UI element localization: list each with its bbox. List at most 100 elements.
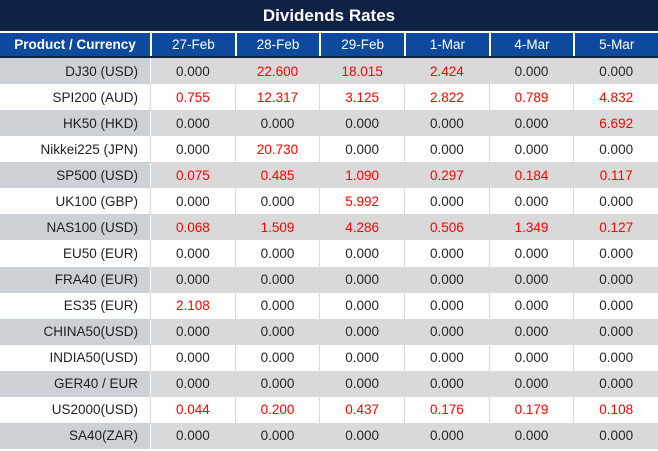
value-cell: 0.000: [234, 188, 320, 215]
table-body: DJ30 (USD) 0.000 22.600 18.015 2.424 0.000 0.0…: [0, 58, 658, 449]
value-cell: 0.000: [573, 370, 658, 397]
value-cell: 0.000: [234, 240, 320, 267]
value-cell: 0.437: [319, 396, 405, 423]
value-cell: 0.200: [234, 396, 320, 423]
product-cell: INDIA50(USD): [0, 344, 150, 371]
value-cell: 0.000: [234, 266, 320, 293]
value-cell: 0.000: [319, 344, 405, 371]
product-cell: DJ30 (USD): [0, 58, 150, 85]
product-cell: Nikkei225 (JPN): [0, 136, 150, 163]
value-cell: 0.000: [488, 58, 574, 85]
table-row: UK100 (GBP) 0.000 0.000 5.992 0.000 0.000 0.00…: [0, 188, 658, 215]
value-cell: 0.000: [404, 318, 489, 345]
value-cell: 0.000: [234, 422, 320, 449]
value-cell: 2.424: [404, 58, 489, 85]
value-cell: 0.000: [573, 136, 658, 163]
value-cell: 0.789: [488, 84, 574, 111]
value-cell: 0.000: [150, 344, 235, 371]
value-cell: 1.509: [234, 214, 320, 241]
value-cell: 0.000: [404, 266, 489, 293]
value-cell: 1.349: [488, 214, 574, 241]
value-cell: 0.000: [488, 422, 574, 449]
product-cell: SP500 (USD): [0, 162, 150, 189]
column-header-date: 28-Feb: [234, 33, 320, 56]
table-header-row: Product / Currency 27-Feb 28-Feb 29-Feb 1-M…: [0, 33, 658, 58]
column-header-date: 4-Mar: [488, 33, 574, 56]
value-cell: 0.075: [150, 162, 235, 189]
product-cell: SPI200 (AUD): [0, 84, 150, 111]
table-row: CHINA50(USD) 0.000 0.000 0.000 0.000 0.000 0.0…: [0, 318, 658, 345]
value-cell: 0.068: [150, 214, 235, 241]
value-cell: 0.000: [573, 188, 658, 215]
value-cell: 0.000: [234, 292, 320, 319]
product-cell: HK50 (HKD): [0, 110, 150, 137]
value-cell: 0.000: [319, 266, 405, 293]
value-cell: 0.000: [150, 58, 235, 85]
value-cell: 0.000: [150, 136, 235, 163]
value-cell: 12.317: [234, 84, 320, 111]
value-cell: 3.125: [319, 84, 405, 111]
value-cell: 0.000: [573, 318, 658, 345]
table-row: SPI200 (AUD) 0.755 12.317 3.125 2.822 0.789 4.…: [0, 84, 658, 111]
column-header-product: Product / Currency: [14, 37, 136, 52]
value-cell: 0.000: [150, 370, 235, 397]
value-cell: 0.000: [404, 188, 489, 215]
value-cell: 0.000: [404, 344, 489, 371]
value-cell: 0.000: [404, 422, 489, 449]
value-cell: 0.000: [404, 370, 489, 397]
value-cell: 0.000: [319, 370, 405, 397]
table-row: ES35 (EUR) 2.108 0.000 0.000 0.000 0.000 0.000: [0, 292, 658, 319]
table-row: NAS100 (USD) 0.068 1.509 4.286 0.506 1.349 0.1…: [0, 214, 658, 241]
value-cell: 20.730: [234, 136, 320, 163]
value-cell: 0.000: [150, 188, 235, 215]
column-header-date: 27-Feb: [150, 33, 235, 56]
value-cell: 0.000: [150, 266, 235, 293]
value-cell: 0.000: [488, 370, 574, 397]
value-cell: 0.000: [404, 110, 489, 137]
column-header-date: 5-Mar: [573, 33, 658, 56]
table-row: EU50 (EUR) 0.000 0.000 0.000 0.000 0.000 0.000: [0, 240, 658, 267]
value-cell: 0.000: [319, 136, 405, 163]
table-row: US2000(USD) 0.044 0.200 0.437 0.176 0.179 0.10…: [0, 396, 658, 423]
value-cell: 0.755: [150, 84, 235, 111]
value-cell: 0.176: [404, 396, 489, 423]
value-cell: 0.000: [234, 370, 320, 397]
table-row: GER40 / EUR 0.000 0.000 0.000 0.000 0.000 0.00…: [0, 370, 658, 397]
value-cell: 0.000: [573, 58, 658, 85]
product-cell: FRA40 (EUR): [0, 266, 150, 293]
value-cell: 0.000: [488, 344, 574, 371]
value-cell: 2.822: [404, 84, 489, 111]
product-cell: ES35 (EUR): [0, 292, 150, 319]
value-cell: 22.600: [234, 58, 320, 85]
value-cell: 0.000: [573, 344, 658, 371]
value-cell: 4.832: [573, 84, 658, 111]
value-cell: 0.000: [404, 292, 489, 319]
column-header-date: 1-Mar: [404, 33, 489, 56]
value-cell: 0.000: [319, 318, 405, 345]
value-cell: 0.000: [319, 292, 405, 319]
value-cell: 2.108: [150, 292, 235, 319]
table-row: SA40(ZAR) 0.000 0.000 0.000 0.000 0.000 0.000: [0, 422, 658, 449]
value-cell: 0.044: [150, 396, 235, 423]
value-cell: 0.506: [404, 214, 489, 241]
value-cell: 0.117: [573, 162, 658, 189]
column-header-date: 29-Feb: [319, 33, 404, 56]
value-cell: 0.000: [150, 318, 235, 345]
value-cell: 18.015: [319, 58, 405, 85]
value-cell: 1.090: [319, 162, 405, 189]
value-cell: 0.000: [319, 422, 405, 449]
table-row: INDIA50(USD) 0.000 0.000 0.000 0.000 0.000 0.0…: [0, 344, 658, 371]
value-cell: 0.297: [404, 162, 489, 189]
value-cell: 0.000: [150, 110, 235, 137]
table-row: HK50 (HKD) 0.000 0.000 0.000 0.000 0.000 6.692: [0, 110, 658, 137]
value-cell: 0.000: [488, 266, 574, 293]
value-cell: 0.127: [573, 214, 658, 241]
table-row: SP500 (USD) 0.075 0.485 1.090 0.297 0.184 0.11…: [0, 162, 658, 189]
product-cell: UK100 (GBP): [0, 188, 150, 215]
widget-title: Dividends Rates: [262, 5, 396, 25]
table-row: Nikkei225 (JPN) 0.000 20.730 0.000 0.000 0.00…: [0, 136, 658, 163]
value-cell: 0.179: [488, 396, 574, 423]
value-cell: 0.000: [404, 240, 489, 267]
value-cell: 0.000: [573, 266, 658, 293]
